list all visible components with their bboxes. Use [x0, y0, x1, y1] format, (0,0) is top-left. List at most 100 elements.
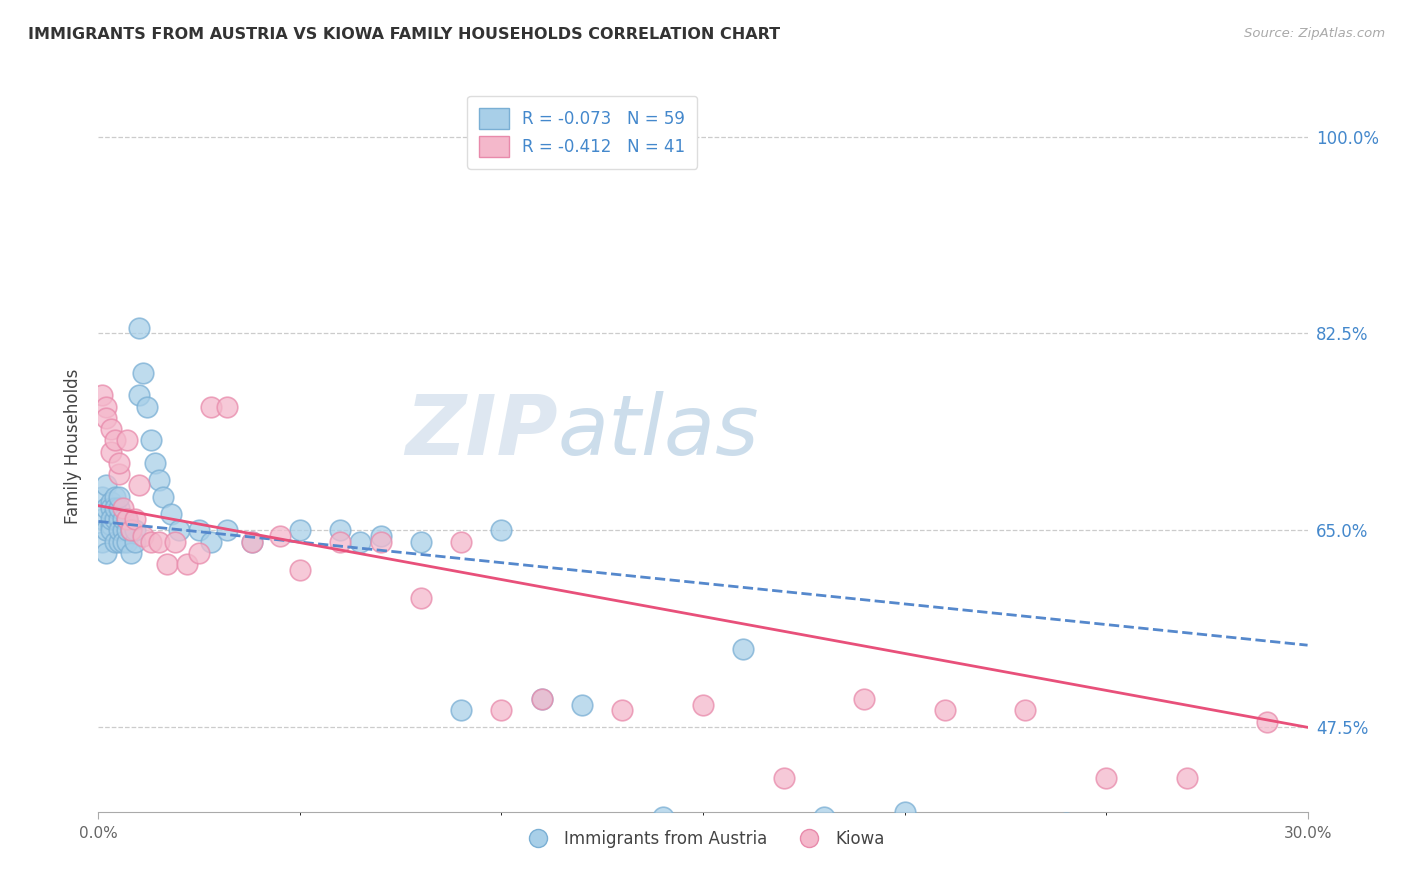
Point	[612, 703, 634, 717]
Point	[100, 524, 122, 538]
Point	[329, 524, 352, 538]
Point	[200, 400, 222, 414]
Point	[96, 478, 118, 492]
Point	[111, 534, 134, 549]
Point	[217, 400, 239, 414]
Point	[450, 534, 472, 549]
Point	[103, 500, 125, 515]
Point	[176, 557, 198, 571]
Text: IMMIGRANTS FROM AUSTRIA VS KIOWA FAMILY HOUSEHOLDS CORRELATION CHART: IMMIGRANTS FROM AUSTRIA VS KIOWA FAMILY …	[28, 27, 780, 42]
Point	[115, 434, 138, 448]
Point	[100, 495, 122, 509]
Point	[124, 524, 146, 538]
Point	[120, 524, 142, 538]
Point	[100, 512, 122, 526]
Point	[91, 534, 114, 549]
Point	[188, 546, 211, 560]
Point	[103, 490, 125, 504]
Point	[115, 512, 138, 526]
Point	[120, 524, 142, 538]
Text: Source: ZipAtlas.com: Source: ZipAtlas.com	[1244, 27, 1385, 40]
Point	[124, 534, 146, 549]
Point	[156, 557, 179, 571]
Point	[240, 534, 263, 549]
Point	[148, 473, 170, 487]
Point	[188, 524, 211, 538]
Point	[240, 534, 263, 549]
Point	[107, 456, 129, 470]
Legend: Immigrants from Austria, Kiowa: Immigrants from Austria, Kiowa	[515, 823, 891, 855]
Point	[96, 524, 118, 538]
Point	[103, 512, 125, 526]
Point	[813, 810, 835, 824]
Point	[107, 534, 129, 549]
Point	[91, 388, 114, 402]
Y-axis label: Family Households: Family Households	[65, 368, 83, 524]
Point	[103, 434, 125, 448]
Point	[1014, 703, 1036, 717]
Point	[692, 698, 714, 712]
Point	[409, 591, 432, 605]
Point	[148, 534, 170, 549]
Point	[96, 546, 118, 560]
Point	[491, 703, 513, 717]
Point	[1256, 714, 1278, 729]
Point	[128, 478, 150, 492]
Point	[167, 524, 190, 538]
Point	[107, 490, 129, 504]
Point	[124, 512, 146, 526]
Point	[1175, 771, 1198, 785]
Point	[115, 534, 138, 549]
Point	[200, 534, 222, 549]
Point	[139, 434, 162, 448]
Point	[163, 534, 186, 549]
Point	[132, 366, 155, 380]
Point	[651, 810, 673, 824]
Point	[111, 524, 134, 538]
Point	[409, 534, 432, 549]
Point	[100, 422, 122, 436]
Point	[100, 444, 122, 458]
Point	[1095, 771, 1118, 785]
Point	[530, 692, 553, 706]
Point	[450, 703, 472, 717]
Point	[120, 546, 142, 560]
Point	[217, 524, 239, 538]
Point	[152, 490, 174, 504]
Point	[349, 534, 371, 549]
Point	[370, 529, 392, 543]
Point	[91, 512, 114, 526]
Point	[115, 524, 138, 538]
Point	[111, 500, 134, 515]
Point	[934, 703, 956, 717]
Point	[107, 500, 129, 515]
Point	[853, 692, 876, 706]
Text: atlas: atlas	[558, 391, 759, 472]
Point	[107, 467, 129, 482]
Point	[107, 524, 129, 538]
Point	[100, 500, 122, 515]
Point	[100, 517, 122, 532]
Point	[288, 524, 311, 538]
Point	[128, 388, 150, 402]
Text: ZIP: ZIP	[405, 391, 558, 472]
Point	[733, 641, 755, 656]
Point	[530, 692, 553, 706]
Point	[370, 534, 392, 549]
Point	[160, 507, 183, 521]
Point	[96, 400, 118, 414]
Point	[491, 524, 513, 538]
Point	[135, 400, 157, 414]
Point	[111, 512, 134, 526]
Point	[128, 321, 150, 335]
Point	[107, 512, 129, 526]
Point	[772, 771, 794, 785]
Point	[288, 563, 311, 577]
Point	[96, 500, 118, 515]
Point	[91, 490, 114, 504]
Point	[115, 512, 138, 526]
Point	[571, 698, 593, 712]
Point	[269, 529, 291, 543]
Point	[1054, 816, 1077, 830]
Point	[103, 534, 125, 549]
